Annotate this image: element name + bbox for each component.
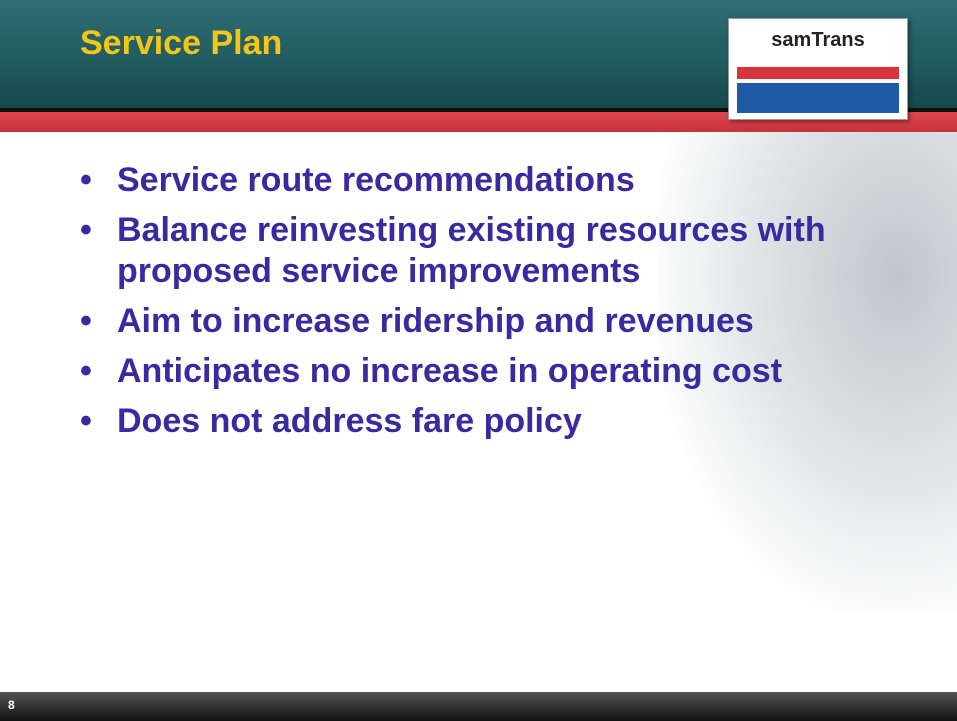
bullet-list: Service route recommendations Balance rei… — [70, 160, 930, 451]
bullet: Anticipates no increase in operating cos… — [70, 351, 930, 392]
footer-bar — [0, 692, 957, 721]
slide: Service Plan samTrans Service route reco… — [0, 0, 957, 721]
bullet: Does not address fare policy — [70, 401, 930, 442]
page-number: 8 — [8, 698, 15, 712]
logo: samTrans — [728, 18, 908, 120]
bullet: Balance reinvesting existing resources w… — [70, 210, 930, 292]
logo-text: samTrans — [729, 29, 907, 52]
title: Service Plan — [80, 24, 282, 63]
bullet: Service route recommendations — [70, 160, 930, 201]
bullet: Aim to increase ridership and revenues — [70, 301, 930, 342]
